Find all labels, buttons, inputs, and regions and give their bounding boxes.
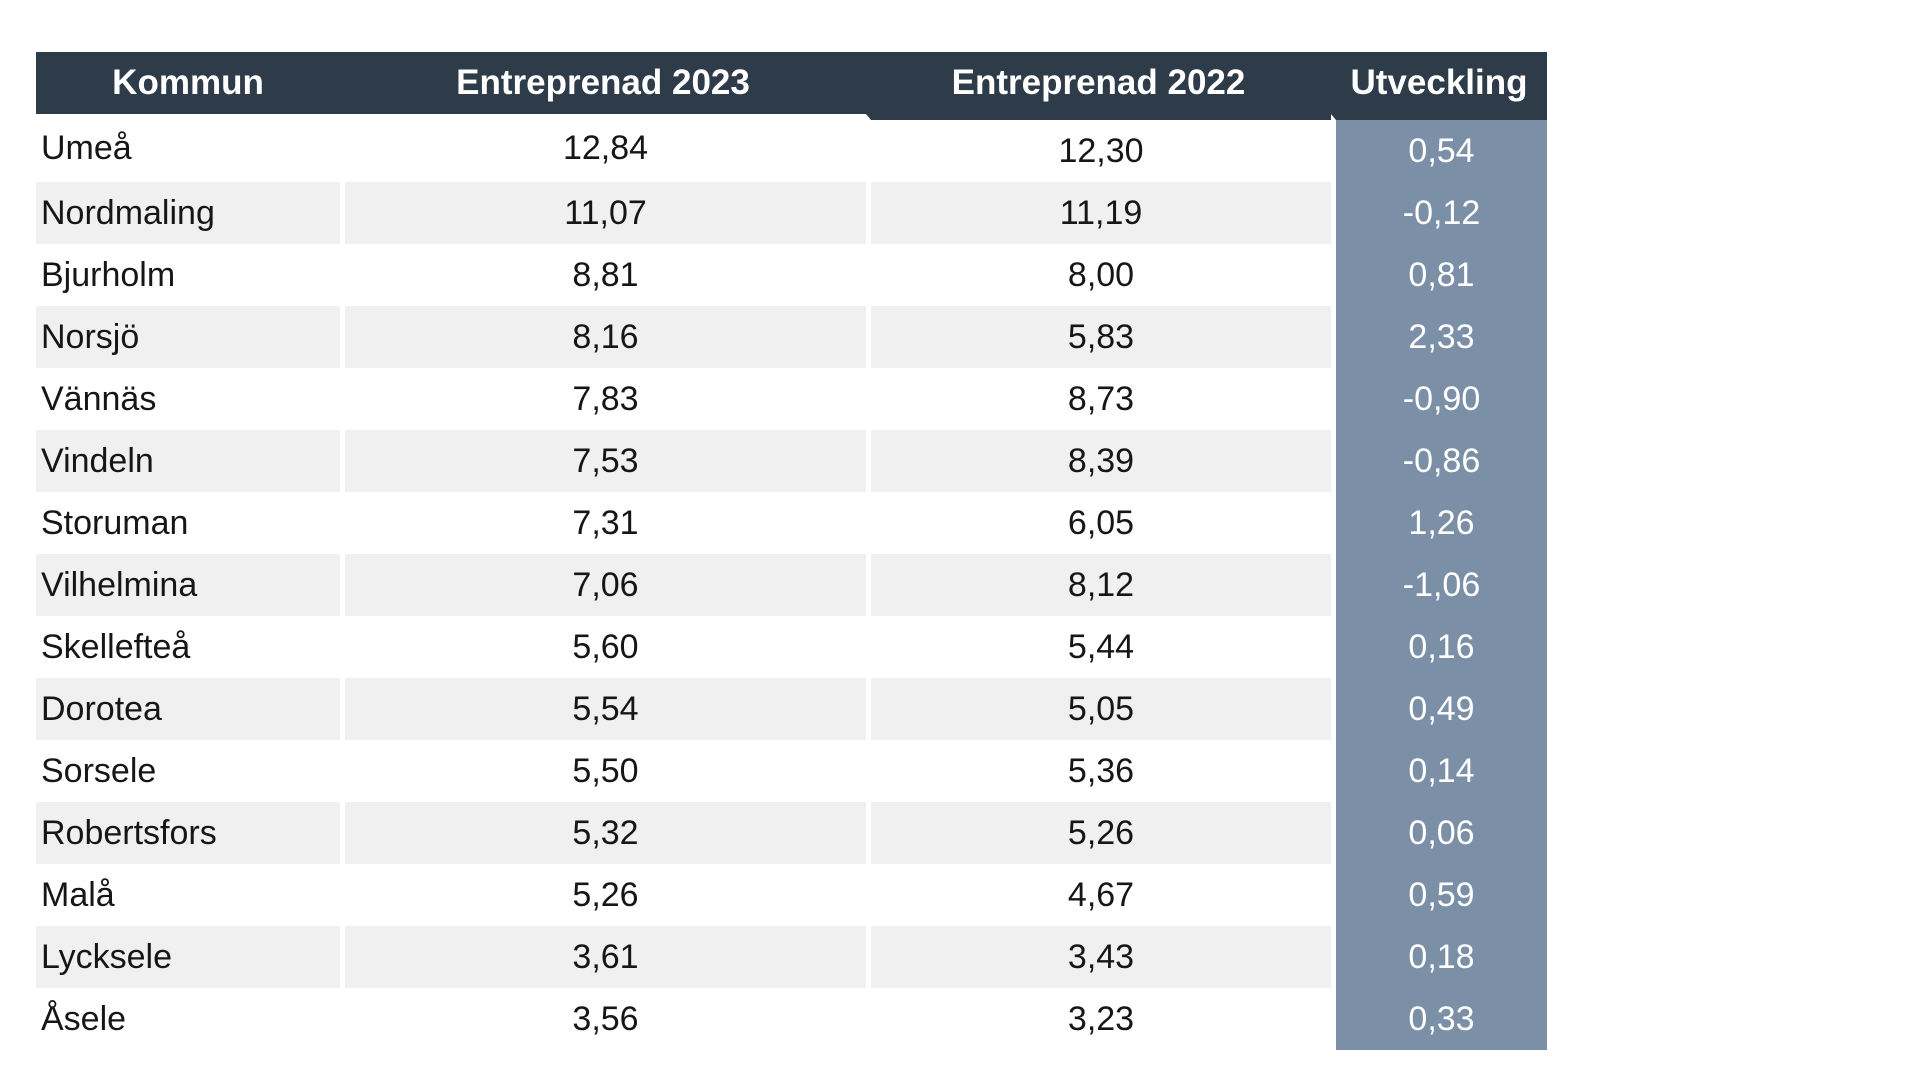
cell-entreprenad-2022: 3,23 xyxy=(866,988,1331,1050)
table-row: Storuman 7,31 6,05 1,26 xyxy=(36,492,1547,554)
header-utveckling: Utveckling xyxy=(1331,52,1547,114)
table-row: Åsele 3,56 3,23 0,33 xyxy=(36,988,1547,1050)
cell-entreprenad-2023: 5,26 xyxy=(340,864,866,926)
header-kommun: Kommun xyxy=(36,52,340,114)
cell-entreprenad-2022: 8,00 xyxy=(866,244,1331,306)
cell-entreprenad-2022: 4,67 xyxy=(866,864,1331,926)
table-row: Robertsfors 5,32 5,26 0,06 xyxy=(36,802,1547,864)
cell-utveckling: -0,86 xyxy=(1331,430,1547,492)
cell-kommun: Vindeln xyxy=(36,430,340,492)
table-row: Umeå 12,84 12,30 0,54 xyxy=(36,114,1547,182)
cell-entreprenad-2023: 7,53 xyxy=(340,430,866,492)
cell-entreprenad-2022: 5,05 xyxy=(866,678,1331,740)
cell-kommun: Storuman xyxy=(36,492,340,554)
cell-entreprenad-2022: 5,83 xyxy=(866,306,1331,368)
header-entreprenad-2023: Entreprenad 2023 xyxy=(340,52,866,114)
cell-entreprenad-2023: 5,54 xyxy=(340,678,866,740)
table-row: Vindeln 7,53 8,39 -0,86 xyxy=(36,430,1547,492)
header-row: Kommun Entreprenad 2023 Entreprenad 2022… xyxy=(36,52,1547,114)
cell-kommun: Malå xyxy=(36,864,340,926)
cell-entreprenad-2023: 7,31 xyxy=(340,492,866,554)
cell-entreprenad-2022: 8,73 xyxy=(866,368,1331,430)
cell-kommun: Dorotea xyxy=(36,678,340,740)
cell-kommun: Bjurholm xyxy=(36,244,340,306)
table-row: Dorotea 5,54 5,05 0,49 xyxy=(36,678,1547,740)
cell-entreprenad-2022: 6,05 xyxy=(866,492,1331,554)
cell-utveckling: 2,33 xyxy=(1331,306,1547,368)
cell-kommun: Robertsfors xyxy=(36,802,340,864)
municipality-table-container: Kommun Entreprenad 2023 Entreprenad 2022… xyxy=(36,52,1547,1050)
cell-utveckling: 0,54 xyxy=(1331,114,1547,182)
table-row: Nordmaling 11,07 11,19 -0,12 xyxy=(36,182,1547,244)
cell-utveckling: 1,26 xyxy=(1331,492,1547,554)
cell-kommun: Åsele xyxy=(36,988,340,1050)
cell-utveckling: -0,12 xyxy=(1331,182,1547,244)
cell-entreprenad-2022: 12,30 xyxy=(866,114,1331,182)
cell-entreprenad-2022: 5,44 xyxy=(866,616,1331,678)
cell-entreprenad-2023: 11,07 xyxy=(340,182,866,244)
municipality-table: Kommun Entreprenad 2023 Entreprenad 2022… xyxy=(36,52,1547,1050)
cell-entreprenad-2022: 5,36 xyxy=(866,740,1331,802)
cell-kommun: Sorsele xyxy=(36,740,340,802)
cell-entreprenad-2023: 5,32 xyxy=(340,802,866,864)
cell-kommun: Norsjö xyxy=(36,306,340,368)
table-row: Lycksele 3,61 3,43 0,18 xyxy=(36,926,1547,988)
cell-utveckling: 0,81 xyxy=(1331,244,1547,306)
cell-entreprenad-2023: 5,50 xyxy=(340,740,866,802)
table-row: Norsjö 8,16 5,83 2,33 xyxy=(36,306,1547,368)
cell-utveckling: -1,06 xyxy=(1331,554,1547,616)
table-body: Umeå 12,84 12,30 0,54 Nordmaling 11,07 11,19 -0… xyxy=(36,114,1547,1050)
cell-entreprenad-2022: 11,19 xyxy=(866,182,1331,244)
cell-kommun: Skellefteå xyxy=(36,616,340,678)
table-row: Vilhelmina 7,06 8,12 -1,06 xyxy=(36,554,1547,616)
table-row: Skellefteå 5,60 5,44 0,16 xyxy=(36,616,1547,678)
table-row: Bjurholm 8,81 8,00 0,81 xyxy=(36,244,1547,306)
cell-entreprenad-2023: 5,60 xyxy=(340,616,866,678)
cell-utveckling: 0,16 xyxy=(1331,616,1547,678)
cell-entreprenad-2023: 3,56 xyxy=(340,988,866,1050)
cell-utveckling: 0,18 xyxy=(1331,926,1547,988)
cell-utveckling: 0,59 xyxy=(1331,864,1547,926)
cell-entreprenad-2022: 8,12 xyxy=(866,554,1331,616)
cell-entreprenad-2023: 12,84 xyxy=(340,114,866,182)
cell-entreprenad-2023: 7,83 xyxy=(340,368,866,430)
cell-entreprenad-2023: 8,16 xyxy=(340,306,866,368)
cell-entreprenad-2023: 8,81 xyxy=(340,244,866,306)
cell-kommun: Umeå xyxy=(36,114,340,182)
table-header: Kommun Entreprenad 2023 Entreprenad 2022… xyxy=(36,52,1547,114)
table-row: Vännäs 7,83 8,73 -0,90 xyxy=(36,368,1547,430)
cell-utveckling: 0,33 xyxy=(1331,988,1547,1050)
cell-entreprenad-2022: 5,26 xyxy=(866,802,1331,864)
cell-utveckling: 0,14 xyxy=(1331,740,1547,802)
cell-kommun: Lycksele xyxy=(36,926,340,988)
cell-entreprenad-2022: 3,43 xyxy=(866,926,1331,988)
table-row: Malå 5,26 4,67 0,59 xyxy=(36,864,1547,926)
cell-entreprenad-2023: 7,06 xyxy=(340,554,866,616)
cell-entreprenad-2022: 8,39 xyxy=(866,430,1331,492)
cell-kommun: Vilhelmina xyxy=(36,554,340,616)
cell-entreprenad-2023: 3,61 xyxy=(340,926,866,988)
table-row: Sorsele 5,50 5,36 0,14 xyxy=(36,740,1547,802)
header-entreprenad-2022: Entreprenad 2022 xyxy=(866,52,1331,114)
cell-utveckling: 0,49 xyxy=(1331,678,1547,740)
cell-utveckling: 0,06 xyxy=(1331,802,1547,864)
cell-utveckling: -0,90 xyxy=(1331,368,1547,430)
cell-kommun: Vännäs xyxy=(36,368,340,430)
cell-kommun: Nordmaling xyxy=(36,182,340,244)
